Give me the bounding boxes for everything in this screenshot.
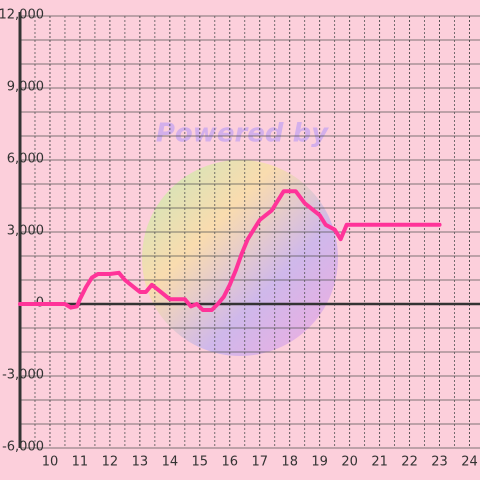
x-tick-label: 23 [431,455,448,470]
y-tick-label: 12,000 [0,8,44,23]
x-tick-label: 19 [311,455,328,470]
y-tick-label: -6,000 [2,440,44,455]
x-tick-label: 18 [281,455,298,470]
x-tick-label: 21 [371,455,388,470]
x-tick-label: 20 [341,455,358,470]
watermark: Powered by [156,119,329,149]
y-tick-label: 9,000 [7,80,44,95]
x-tick-label: 17 [251,455,268,470]
x-tick-label: 12 [102,455,119,470]
x-tick-label: 22 [401,455,418,470]
x-tick-label: 15 [192,455,209,470]
data-line [18,189,442,312]
x-tick-label: 13 [132,455,149,470]
y-tick-label: 6,000 [7,152,44,167]
x-tick-label: 16 [221,455,238,470]
y-tick-label: -3,000 [2,368,44,383]
x-tick-label: 10 [42,455,59,470]
x-tick-label: 11 [72,455,89,470]
x-tick-label: 14 [162,455,179,470]
x-tick-label: 24 [461,455,478,470]
y-tick-label: 3,000 [7,224,44,239]
